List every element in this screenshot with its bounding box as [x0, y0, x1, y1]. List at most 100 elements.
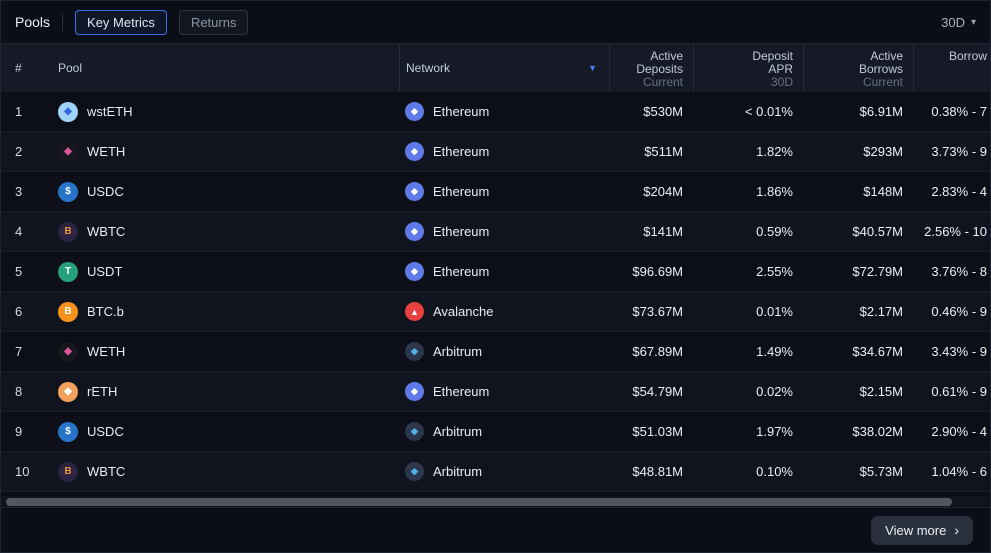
table-row[interactable]: 2 ◆ WETH ◆ Ethereum $511M 1.82% $293M 3.… [1, 132, 990, 172]
table-row[interactable]: 6 B BTC.b ▲ Avalanche $73.67M 0.01% $2.1… [1, 292, 990, 332]
borrow-apr-value: 2.90% - 4 [931, 424, 987, 439]
usdt-icon: T [58, 261, 78, 282]
table-row[interactable]: 3 $ USDC ◆ Ethereum $204M 1.86% $148M 2.… [1, 172, 990, 212]
borrow-apr-value: 3.76% - 8 [931, 264, 987, 279]
reth-icon: ◆ [58, 381, 78, 402]
pool-cell: $ USDC [45, 181, 399, 202]
tab-returns[interactable]: Returns [178, 9, 249, 35]
view-more-button[interactable]: View more › [871, 515, 973, 545]
footer: View more › [1, 508, 990, 552]
weth-icon: ◆ [58, 341, 78, 362]
pool-name: BTC.b [87, 304, 124, 319]
period-value: 30D [941, 14, 965, 30]
network-name: Arbitrum [433, 344, 483, 359]
active-borrows-value: $2.15M [859, 384, 903, 399]
network-name: Arbitrum [433, 424, 483, 439]
pool-name: USDT [87, 264, 123, 279]
network-name: Ethereum [433, 144, 490, 159]
network-cell: ◆ Ethereum [399, 182, 609, 201]
active-borrows-value: $40.57M [852, 224, 903, 239]
weth-icon: ◆ [58, 141, 78, 162]
ethereum-icon: ◆ [405, 142, 424, 161]
chevron-right-icon: › [954, 522, 959, 538]
rank: 7 [15, 344, 23, 359]
deposit-apr-value: 1.49% [756, 344, 793, 359]
table-row[interactable]: 4 B WBTC ◆ Ethereum $141M 0.59% $40.57M … [1, 212, 990, 252]
col-pool[interactable]: Pool [58, 61, 83, 75]
table-row[interactable]: 8 ◆ rETH ◆ Ethereum $54.79M 0.02% $2.15M… [1, 372, 990, 412]
rank: 4 [15, 224, 23, 239]
network-name: Ethereum [433, 184, 490, 199]
pool-cell: ◆ WETH [45, 341, 399, 362]
table-row[interactable]: 5 T USDT ◆ Ethereum $96.69M 2.55% $72.79… [1, 252, 990, 292]
table-row[interactable]: 1 ◆ wstETH ◆ Ethereum $530M < 0.01% $6.9… [1, 92, 990, 132]
scrollbar-thumb[interactable] [6, 498, 952, 506]
network-cell: ◆ Ethereum [399, 102, 609, 121]
network-cell: ◆ Arbitrum [399, 462, 609, 481]
btcb-icon: B [58, 301, 78, 322]
deposit-apr-value: 1.86% [756, 184, 793, 199]
borrow-apr-value: 0.38% - 7 [931, 104, 987, 119]
col-rank: # [15, 61, 22, 75]
pool-cell: T USDT [45, 261, 399, 282]
pool-name: WBTC [87, 464, 126, 479]
table-row[interactable]: 7 ◆ WETH ◆ Arbitrum $67.89M 1.49% $34.67… [1, 332, 990, 372]
view-more-label: View more [885, 522, 947, 538]
rank: 6 [15, 304, 23, 319]
network-cell: ◆ Arbitrum [399, 342, 609, 361]
chevron-down-icon: ▾ [970, 16, 976, 28]
pool-name: WBTC [87, 224, 126, 239]
network-cell: ◆ Ethereum [399, 262, 609, 281]
active-borrows-value: $5.73M [859, 464, 903, 479]
col-network[interactable]: Network ▼ [399, 44, 609, 92]
network-name: Arbitrum [433, 464, 483, 479]
rank: 1 [15, 104, 23, 119]
rank: 2 [15, 144, 23, 159]
arbitrum-icon: ◆ [405, 462, 424, 481]
pool-name: wstETH [87, 104, 133, 119]
network-name: Ethereum [433, 224, 490, 239]
table-row[interactable]: 9 $ USDC ◆ Arbitrum $51.03M 1.97% $38.02… [1, 412, 990, 452]
borrow-apr-value: 3.43% - 9 [931, 344, 987, 359]
col-borrow-apr[interactable]: Borrow [913, 44, 990, 92]
rank: 3 [15, 184, 23, 199]
rank: 8 [15, 384, 23, 399]
pool-name: WETH [87, 344, 126, 359]
ethereum-icon: ◆ [405, 102, 424, 121]
table-header: # Pool Network ▼ Active Deposits Current… [1, 44, 990, 92]
pool-cell: ◆ WETH [45, 141, 399, 162]
borrow-apr-value: 1.04% - 6 [931, 464, 987, 479]
deposit-apr-value: 0.59% [756, 224, 793, 239]
deposit-apr-value: 1.97% [756, 424, 793, 439]
active-deposits-value: $51.03M [632, 424, 683, 439]
pool-cell: ◆ wstETH [45, 101, 399, 122]
col-active-deposits[interactable]: Active Deposits Current [609, 44, 693, 92]
network-cell: ◆ Arbitrum [399, 422, 609, 441]
pool-cell: B WBTC [45, 461, 399, 482]
table-row[interactable]: 10 B WBTC ◆ Arbitrum $48.81M 0.10% $5.73… [1, 452, 990, 492]
arbitrum-icon: ◆ [405, 422, 424, 441]
page-title: Pools [15, 14, 51, 30]
tab-key-metrics[interactable]: Key Metrics [75, 9, 167, 35]
active-borrows-value: $72.79M [852, 264, 903, 279]
borrow-apr-value: 2.83% - 4 [931, 184, 987, 199]
pool-cell: $ USDC [45, 421, 399, 442]
col-deposit-apr[interactable]: Deposit APR 30D [693, 44, 803, 92]
ethereum-icon: ◆ [405, 182, 424, 201]
sort-caret-icon[interactable]: ▼ [588, 63, 597, 73]
network-name: Ethereum [433, 384, 490, 399]
period-selector[interactable]: 30D ▾ [941, 15, 976, 30]
rank: 9 [15, 424, 23, 439]
arbitrum-icon: ◆ [405, 342, 424, 361]
deposit-apr-value: 0.02% [756, 384, 793, 399]
active-borrows-value: $6.91M [859, 104, 903, 119]
toolbar-divider [62, 13, 64, 31]
active-deposits-value: $54.79M [632, 384, 683, 399]
active-borrows-value: $38.02M [852, 424, 903, 439]
col-active-borrows[interactable]: Active Borrows Current [803, 44, 913, 92]
toolbar: Pools Key Metrics Returns 30D ▾ [1, 1, 990, 43]
borrow-apr-value: 0.46% - 9 [931, 304, 987, 319]
active-deposits-value: $73.67M [632, 304, 683, 319]
pool-cell: B BTC.b [45, 301, 399, 322]
ethereum-icon: ◆ [405, 382, 424, 401]
